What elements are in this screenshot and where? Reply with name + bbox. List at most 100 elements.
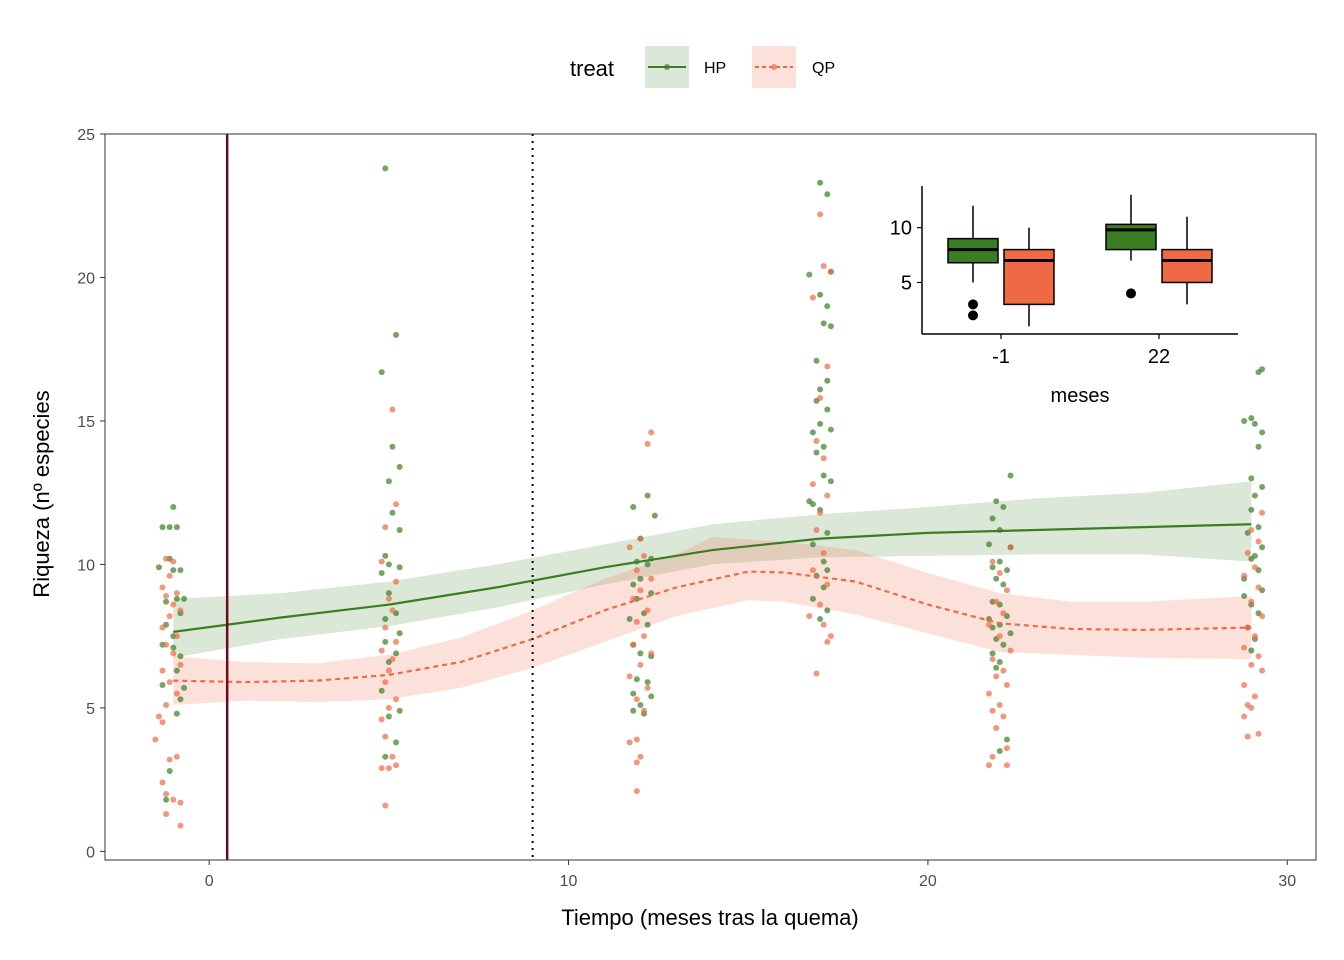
- point-hp: [989, 650, 996, 657]
- point-hp: [824, 406, 831, 413]
- y-tick-label: 10: [77, 557, 95, 574]
- point-qp: [159, 779, 166, 786]
- point-hp: [648, 590, 655, 597]
- point-hp: [996, 558, 1003, 565]
- point-hp: [177, 653, 184, 660]
- point-qp: [809, 567, 816, 574]
- point-hp: [385, 590, 392, 597]
- point-hp: [389, 443, 396, 450]
- point-hp: [173, 710, 180, 717]
- legend-title: treat: [570, 56, 614, 81]
- point-hp: [809, 501, 816, 508]
- point-hp: [177, 696, 184, 703]
- point-hp: [1000, 641, 1007, 648]
- point-qp: [820, 621, 827, 628]
- inset-y-tick-label: 5: [901, 272, 912, 294]
- point-qp: [393, 638, 400, 645]
- point-hp: [824, 567, 831, 574]
- point-qp: [1241, 572, 1248, 579]
- point-qp: [1003, 681, 1010, 688]
- point-qp: [637, 587, 644, 594]
- point-qp: [824, 492, 831, 499]
- point-hp: [993, 664, 1000, 671]
- point-hp: [985, 541, 992, 548]
- point-qp: [1248, 598, 1255, 605]
- point-hp: [824, 529, 831, 536]
- point-hp: [1248, 415, 1255, 422]
- point-hp: [827, 323, 834, 330]
- point-qp: [813, 527, 820, 533]
- point-hp: [809, 541, 816, 548]
- point-hp: [1248, 475, 1255, 482]
- point-hp: [1000, 504, 1007, 511]
- y-tick-label: 20: [77, 270, 95, 287]
- point-qp: [989, 558, 996, 565]
- point-qp: [809, 294, 816, 301]
- inset-y-tick-label: 10: [890, 218, 912, 240]
- point-qp: [166, 613, 173, 620]
- point-hp: [382, 165, 389, 172]
- point-qp: [824, 363, 831, 370]
- point-hp: [626, 615, 633, 622]
- point-qp: [393, 762, 400, 769]
- point-qp: [173, 633, 180, 640]
- point-hp: [378, 369, 385, 376]
- point-hp: [813, 357, 820, 364]
- point-hp: [1259, 544, 1266, 551]
- point-qp: [393, 578, 400, 585]
- point-hp: [637, 650, 644, 657]
- point-hp: [181, 684, 188, 691]
- point-qp: [813, 438, 820, 445]
- point-qp: [1244, 549, 1251, 556]
- legend-point-hp: [664, 64, 670, 70]
- point-qp: [1003, 762, 1010, 769]
- point-qp: [163, 702, 170, 709]
- y-tick-label: 0: [86, 844, 95, 861]
- point-hp: [989, 564, 996, 571]
- point-qp: [170, 601, 177, 608]
- point-qp: [1244, 624, 1251, 631]
- point-qp: [389, 656, 396, 663]
- point-hp: [817, 291, 824, 298]
- point-hp: [1255, 443, 1262, 450]
- point-qp: [626, 739, 633, 746]
- x-tick-label: 0: [205, 873, 214, 890]
- point-hp: [824, 607, 831, 614]
- point-hp: [396, 527, 403, 533]
- point-qp: [641, 707, 648, 714]
- point-hp: [1003, 736, 1010, 743]
- point-hp: [385, 713, 392, 720]
- point-hp: [1251, 420, 1258, 427]
- inset-x-tick-label: 22: [1148, 346, 1170, 368]
- point-hp: [385, 478, 392, 485]
- point-qp: [817, 395, 824, 401]
- point-hp: [996, 747, 1003, 754]
- point-qp: [1251, 564, 1258, 571]
- point-qp: [817, 509, 824, 516]
- point-qp: [813, 670, 820, 677]
- point-qp: [1259, 509, 1266, 516]
- point-hp: [1007, 630, 1014, 637]
- point-hp: [163, 598, 170, 605]
- point-qp: [1003, 587, 1010, 594]
- point-hp: [396, 707, 403, 714]
- point-qp: [166, 572, 173, 579]
- point-qp: [633, 696, 640, 703]
- point-hp: [170, 504, 177, 511]
- legend-label-hp: HP: [704, 60, 726, 77]
- point-qp: [644, 607, 651, 614]
- point-qp: [155, 713, 162, 720]
- point-hp: [824, 303, 831, 310]
- point-qp: [633, 759, 640, 766]
- point-qp: [985, 690, 992, 697]
- point-qp: [385, 595, 392, 602]
- point-hp: [1259, 429, 1266, 436]
- point-hp: [637, 575, 644, 582]
- point-qp: [378, 647, 385, 654]
- point-hp: [170, 644, 177, 651]
- point-hp: [177, 567, 184, 574]
- point-qp: [633, 618, 640, 625]
- y-tick-label: 25: [77, 127, 95, 144]
- inset-box-hp-1-outlier: [968, 299, 978, 310]
- point-hp: [166, 524, 173, 531]
